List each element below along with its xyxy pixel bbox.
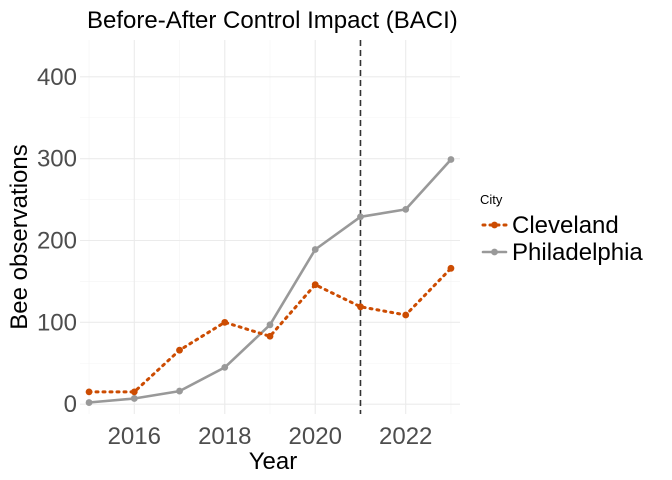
series-layer	[85, 156, 455, 406]
y-tick-label: 300	[37, 146, 77, 173]
x-tick-label: 2022	[379, 423, 432, 450]
y-axis-title: Bee observations	[6, 144, 33, 329]
data-point-cleveland	[447, 264, 455, 272]
legend-label-cleveland: Cleveland	[512, 212, 619, 239]
data-point-philadelphia	[130, 395, 138, 402]
y-tick-label: 400	[37, 64, 77, 91]
data-point-cleveland	[176, 346, 183, 354]
data-point-philadelphia	[176, 387, 183, 395]
x-tick-labels: 2016 2018 2020 2022	[108, 423, 433, 450]
data-point-cleveland	[130, 388, 138, 396]
data-point-philadelphia	[447, 156, 455, 163]
x-tick-label: 2018	[198, 423, 251, 450]
series-philadelphia	[85, 156, 455, 406]
data-point-philadelphia	[266, 321, 274, 329]
legend-marker-philadelphia	[491, 248, 498, 256]
chart-title: Before-After Control Impact (BACI)	[87, 7, 458, 34]
y-tick-labels: 0 100 200 300 400	[37, 64, 77, 418]
x-axis-title: Year	[249, 448, 298, 475]
legend-marker-cleveland	[491, 221, 498, 229]
data-point-philadelphia	[221, 363, 229, 371]
legend-key-philadelphia	[481, 248, 508, 256]
y-tick-label: 100	[37, 309, 77, 336]
data-point-cleveland	[311, 281, 319, 289]
legend-label-philadelphia: Philadelphia	[512, 239, 643, 266]
data-point-philadelphia	[311, 246, 319, 253]
data-point-philadelphia	[357, 213, 364, 221]
legend-key-cleveland	[481, 221, 508, 229]
x-tick-label: 2020	[289, 423, 342, 450]
data-point-philadelphia	[85, 399, 93, 406]
data-point-cleveland	[221, 318, 229, 326]
data-point-cleveland	[266, 332, 274, 340]
data-point-cleveland	[85, 388, 93, 396]
grid	[80, 40, 460, 414]
x-tick-label: 2016	[108, 423, 161, 450]
legend-title: City	[480, 192, 503, 207]
series-line-cleveland	[87, 266, 453, 394]
y-tick-label: 0	[64, 391, 77, 418]
y-tick-label: 200	[37, 228, 77, 255]
data-point-cleveland	[357, 303, 364, 311]
data-point-cleveland	[402, 311, 410, 319]
data-point-philadelphia	[402, 206, 410, 213]
series-cleveland	[85, 264, 455, 396]
